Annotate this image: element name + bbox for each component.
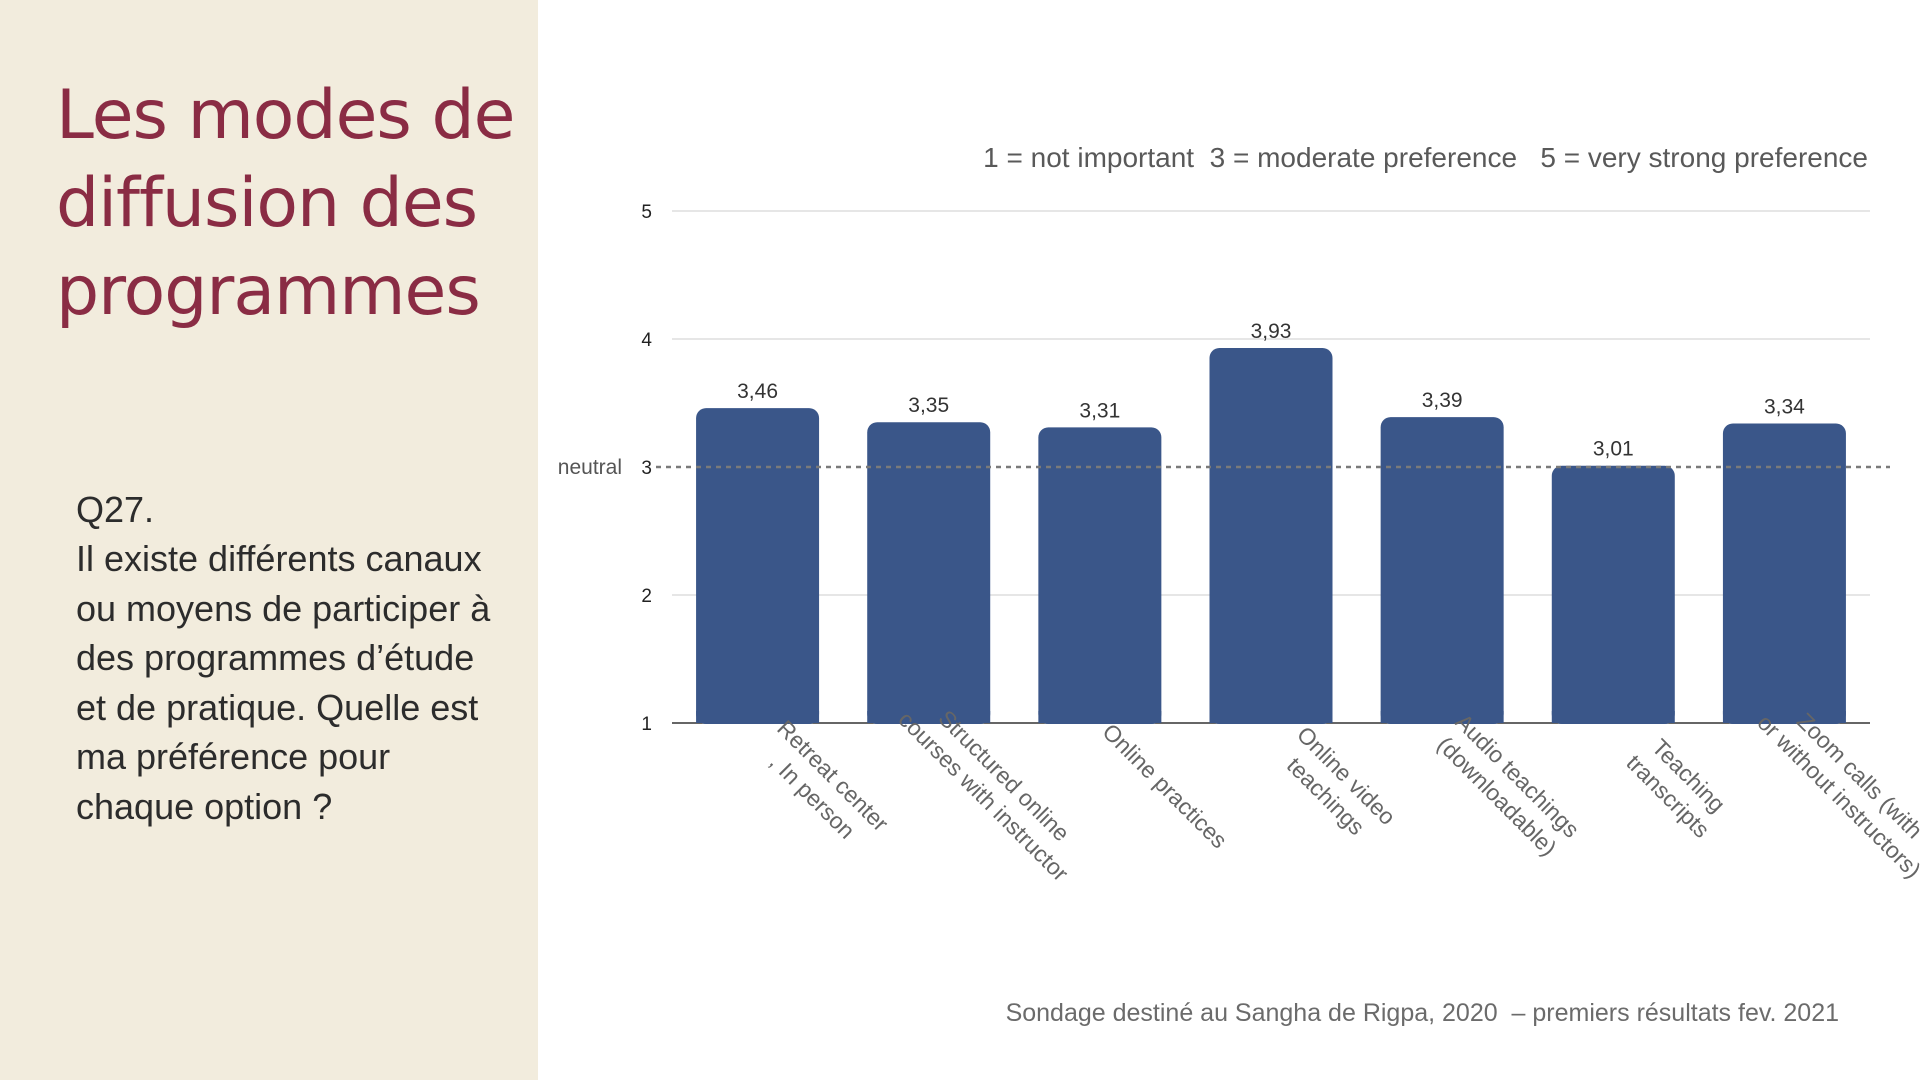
- source-note: Sondage destiné au Sangha de Rigpa, 2020…: [1005, 999, 1839, 1027]
- bar: [1209, 347, 1333, 724]
- x-tick-label-line: Online practices: [1098, 718, 1233, 853]
- bar: [1380, 417, 1504, 724]
- bar-base: [867, 711, 991, 723]
- x-tick-label: Audio teachings(downloadable): [1430, 709, 1585, 864]
- x-tick-label: Online practices: [1098, 718, 1233, 853]
- data-label: 3,93: [1251, 320, 1292, 343]
- bar-base: [1551, 711, 1675, 723]
- bar-base: [1722, 711, 1846, 723]
- x-tick-label: Retreat center, In person: [752, 715, 894, 857]
- bar: [1722, 423, 1846, 724]
- data-label: 3,35: [908, 394, 949, 417]
- bar-base: [1380, 711, 1504, 723]
- y-tick-label: 2: [641, 586, 652, 607]
- neutral-label: neutral: [558, 456, 622, 479]
- data-label: 3,46: [737, 380, 778, 403]
- bar-base: [1038, 711, 1162, 723]
- data-label: 3,01: [1593, 438, 1634, 461]
- data-label: 3,31: [1079, 399, 1120, 422]
- left-panel: Les modes de diffusion des programmes Q2…: [0, 0, 538, 1080]
- y-tick-label: 5: [641, 202, 652, 223]
- bar: [1038, 427, 1162, 724]
- bar-base: [1209, 711, 1333, 723]
- y-tick-label: 4: [641, 330, 652, 351]
- y-tick-label: 1: [641, 714, 652, 735]
- slide-title: Les modes de diffusion des programmes: [56, 76, 515, 331]
- bar: [1551, 465, 1675, 724]
- bar: [867, 422, 991, 724]
- x-tick-label: Teachingtranscripts: [1621, 729, 1735, 843]
- scale-legend: 1 = not important 3 = moderate preferenc…: [983, 142, 1868, 173]
- question-text: Il existe différents canaux ou moyens de…: [76, 538, 491, 827]
- data-label: 3,34: [1764, 395, 1805, 418]
- question-number: Q27.: [76, 489, 155, 530]
- x-tick-label-line: courses with instructor: [894, 706, 1074, 886]
- bar-base: [696, 711, 820, 723]
- bar: [696, 408, 820, 724]
- y-tick-label: 3: [641, 458, 652, 479]
- x-tick-label: Online videoteachings: [1272, 721, 1401, 850]
- data-label: 3,39: [1422, 389, 1463, 412]
